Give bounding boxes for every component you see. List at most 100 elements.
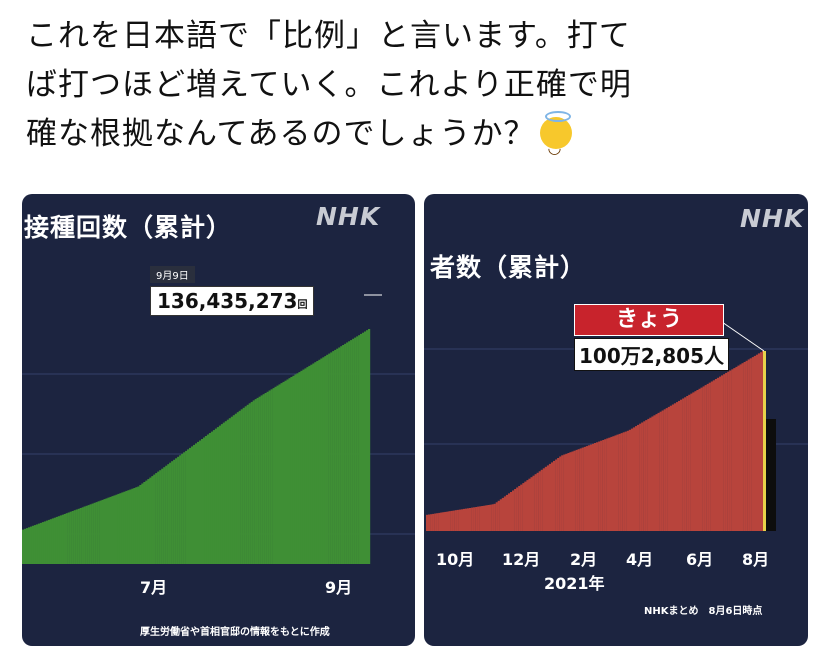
chart-bar — [530, 477, 533, 531]
chart-bar — [651, 416, 654, 531]
chart-bar — [300, 370, 303, 564]
chart-bar — [483, 505, 486, 531]
chart-bar — [139, 485, 142, 564]
chart-bar — [432, 513, 435, 531]
chart-bar — [230, 416, 233, 564]
chart-bar — [218, 425, 222, 564]
chart-bar — [328, 353, 331, 564]
chart-bar — [228, 418, 231, 564]
chart-bar — [57, 516, 60, 564]
chart-bar — [710, 381, 713, 531]
chart-bar — [276, 385, 279, 564]
chart-bar — [716, 377, 720, 531]
chart-bar — [91, 503, 94, 564]
chart-bar — [79, 508, 82, 564]
chart-bar — [155, 473, 158, 564]
x-tick-label: 9月 — [325, 578, 353, 597]
chart-bar — [753, 355, 756, 531]
chart-bar — [561, 455, 564, 531]
chart-bar — [587, 445, 591, 531]
chart-bar — [334, 349, 337, 564]
chart-bar — [149, 477, 152, 564]
chart-bar — [460, 509, 463, 531]
chart-bar — [600, 440, 603, 531]
chart-bar — [65, 513, 68, 564]
vaccination-chart-image[interactable]: 接種回数（累計） NHK 9月9日 136,435,273回 7月 9月 厚生労… — [22, 194, 415, 646]
chart-bar — [434, 513, 437, 531]
chart-bar — [45, 520, 49, 564]
chart-bar — [109, 496, 112, 564]
chart-bar — [141, 483, 144, 564]
chart-bar — [193, 444, 196, 564]
chart-bar — [165, 465, 168, 564]
chart-bar — [522, 483, 525, 531]
chart-bar — [143, 482, 146, 564]
chart-bar — [360, 333, 363, 564]
chart-bar — [503, 496, 507, 531]
chart-bar — [145, 480, 148, 564]
chart-bar — [298, 372, 301, 564]
chart-bar — [133, 488, 136, 564]
chart-bar — [210, 431, 214, 564]
chart-bar — [123, 491, 126, 564]
chart-bar — [89, 504, 92, 564]
chart-bar — [73, 510, 76, 564]
x-tick-label: 2月 — [570, 550, 598, 569]
cases-area-chart — [424, 321, 808, 531]
chart-bar — [448, 511, 451, 531]
chart-bar — [442, 512, 445, 531]
vaccination-area-chart — [22, 294, 415, 564]
chart-bar — [583, 446, 586, 531]
chart-bar — [340, 346, 343, 564]
chart-bar — [516, 487, 519, 531]
chart-bar — [30, 526, 33, 564]
chart-bar — [610, 436, 613, 531]
chart-bar — [63, 514, 66, 564]
chart-bar — [39, 522, 43, 564]
chart-bar — [153, 474, 156, 564]
chart-bar — [616, 434, 619, 531]
chart-bar — [318, 359, 321, 564]
chart-bar — [630, 428, 634, 531]
chart-bar — [41, 522, 45, 564]
chart-bar — [95, 502, 98, 564]
chart-bar — [456, 509, 459, 531]
chart-bar — [647, 418, 650, 531]
chart-bar — [618, 433, 621, 531]
chart-bar — [51, 518, 54, 564]
chart-bar — [553, 460, 556, 531]
chart-bar — [197, 441, 200, 564]
chart-bar — [75, 509, 78, 564]
chart-bar — [520, 484, 523, 531]
chart-bar — [206, 434, 210, 564]
chart-bar — [501, 497, 504, 531]
chart-bar — [364, 331, 367, 564]
cases-chart-image[interactable]: 者数（累計） NHK きょう 100万2,805人 10月 12月 2月 4月 … — [424, 194, 808, 646]
chart-bar — [113, 495, 116, 564]
chart-bar — [103, 499, 106, 564]
chart-bar — [208, 433, 212, 564]
chart-bar — [226, 419, 229, 564]
chart-bar — [727, 371, 730, 531]
chart-bar — [596, 442, 599, 531]
chart-bar — [698, 388, 701, 531]
chart-bar — [342, 345, 345, 564]
chart-bar — [729, 370, 732, 531]
nhk-logo: NHK — [316, 202, 381, 231]
chart-bar — [258, 396, 261, 564]
chart-bar — [510, 492, 513, 531]
nhk-logo: NHK — [740, 204, 805, 233]
chart-bar — [532, 475, 535, 531]
chart-bar — [626, 430, 629, 531]
chart-bar — [731, 369, 734, 531]
chart-bar — [747, 359, 750, 531]
chart-bar — [332, 351, 335, 564]
chart-bar — [191, 446, 194, 564]
chart-bar — [749, 358, 752, 531]
chart-bar — [723, 374, 726, 531]
chart-bar — [222, 422, 225, 564]
chart-title: 接種回数（累計） — [24, 213, 233, 242]
chart-bar — [151, 476, 154, 564]
chart-bar — [189, 447, 192, 564]
chart-bar — [624, 431, 627, 531]
